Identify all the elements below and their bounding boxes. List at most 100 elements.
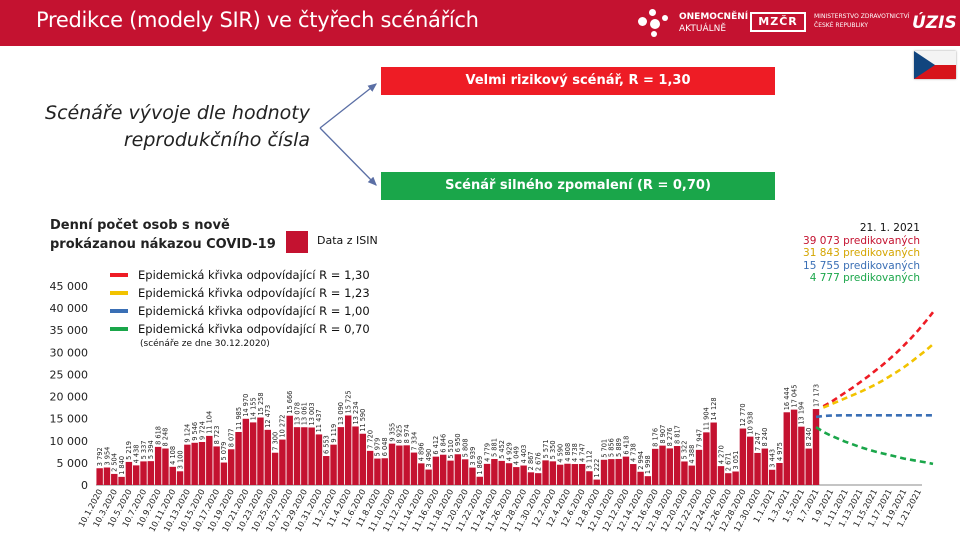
logo-line-1: ONEMOCNĚNÍ	[679, 12, 749, 22]
legend-label: Epidemická křivka odpovídající R = 1,00	[138, 304, 370, 318]
scenario-line	[822, 343, 934, 409]
data-bar	[790, 409, 798, 485]
arrow-down	[319, 127, 377, 186]
data-bar	[695, 449, 703, 485]
bar-value-label: 4 403	[520, 445, 528, 464]
bar-value-label: 9 724	[198, 421, 206, 440]
bar-value-label: 2 994	[637, 451, 645, 470]
data-bar	[366, 450, 374, 485]
data-bar	[279, 439, 286, 485]
data-bar	[381, 458, 388, 485]
czech-flag-icon	[914, 51, 956, 79]
bar-value-label: 4 738	[630, 443, 638, 462]
data-bar	[725, 473, 732, 485]
bar-value-label: 6 412	[432, 436, 440, 455]
data-bar	[520, 465, 527, 485]
data-bar	[651, 448, 659, 485]
prediction-summary: 21. 1. 2021 39 073 predikovaných 31 843 …	[803, 222, 920, 285]
data-bar	[776, 462, 783, 485]
legend-label: Epidemická křivka odpovídající R = 0,70	[138, 322, 370, 336]
bar-value-label: 4 929	[505, 442, 513, 461]
data-bar	[498, 460, 505, 485]
data-bar	[271, 452, 279, 485]
bar-value-label: 3 939	[469, 447, 477, 466]
bar-value-label: 4 049	[513, 446, 521, 465]
bar-value-label: 6 418	[622, 436, 630, 455]
data-bar	[176, 471, 184, 485]
data-bar	[798, 426, 805, 485]
bar-value-label: 6 553	[323, 435, 331, 454]
data-bar	[439, 454, 447, 485]
data-bar	[315, 434, 323, 485]
data-bar	[118, 476, 125, 485]
data-bar	[337, 427, 345, 485]
data-bar	[476, 476, 483, 485]
data-bar	[703, 432, 710, 485]
data-bar	[637, 471, 644, 485]
y-tick-label: 5 000	[57, 457, 89, 470]
data-bar	[447, 460, 454, 485]
bar-value-label: 5 219	[125, 441, 133, 460]
data-bar	[132, 465, 140, 485]
bar-value-label: 6 950	[454, 433, 462, 452]
y-tick-label: 30 000	[50, 346, 89, 359]
logo-line-2: AKTUÁLNĚ	[679, 24, 727, 34]
legend-swatch	[110, 291, 128, 295]
data-bar	[571, 464, 579, 485]
y-tick-label: 15 000	[50, 413, 89, 426]
data-bar	[286, 415, 293, 485]
data-bar	[213, 446, 220, 485]
bar-value-label: 5 808	[461, 438, 469, 457]
bar-value-label: 17 045	[790, 385, 798, 408]
data-bar	[469, 467, 476, 485]
scenario-line	[815, 413, 933, 419]
bar-value-label: 1 222	[593, 459, 601, 478]
data-bar	[352, 426, 359, 485]
bar-value-label: 13 090	[337, 402, 345, 425]
data-bar	[432, 456, 440, 485]
onemocneni-logo-icon	[638, 9, 670, 37]
data-bar	[396, 445, 403, 485]
data-bar	[111, 473, 118, 485]
bar-value-label: 4 590	[556, 444, 564, 463]
data-bar	[505, 463, 513, 485]
data-bar	[688, 465, 695, 485]
bar-value-label: 14 155	[249, 397, 257, 420]
bar-value-label: 12 473	[264, 405, 272, 428]
bar-value-label: 13 234	[352, 401, 360, 424]
bar-value-label: 7 720	[366, 430, 374, 449]
bar-value-label: 8 974	[403, 424, 411, 443]
bar-value-label: 10 272	[279, 414, 287, 437]
bar-value-label: 2 676	[535, 452, 543, 471]
data-bar	[206, 435, 213, 485]
bar-value-label: 5 322	[681, 441, 689, 460]
data-bar	[242, 418, 250, 485]
bar-value-label: 5 979	[374, 438, 382, 457]
legend-swatch	[110, 273, 128, 277]
bar-value-label: 2 867	[527, 451, 535, 470]
bar-value-label: 2 671	[725, 452, 733, 471]
data-bar	[812, 409, 820, 485]
scenario-line	[815, 426, 934, 466]
data-bar	[491, 458, 498, 485]
bar-value-label: 8 276	[666, 428, 674, 447]
data-bar	[673, 446, 681, 485]
bar-value-label: 8 240	[805, 428, 813, 447]
mzcr-logo: MZČR	[750, 12, 806, 32]
bar-value-label: 8 248	[162, 428, 170, 447]
bar-value-label: 5 394	[147, 440, 155, 459]
data-bar	[717, 466, 725, 485]
data-bar	[586, 471, 593, 485]
data-bar	[425, 469, 432, 485]
data-bar	[681, 461, 688, 485]
legend-swatch	[110, 309, 128, 313]
bar-value-label: 5 701	[600, 439, 608, 458]
bar-value-label: 6 846	[440, 434, 448, 453]
data-bar	[783, 412, 790, 485]
legend-label: Epidemická křivka odpovídající R = 1,30	[138, 268, 370, 282]
bar-value-label: 8 176	[651, 428, 659, 447]
bar-value-label: 13 003	[308, 402, 316, 425]
data-bar	[249, 422, 257, 485]
